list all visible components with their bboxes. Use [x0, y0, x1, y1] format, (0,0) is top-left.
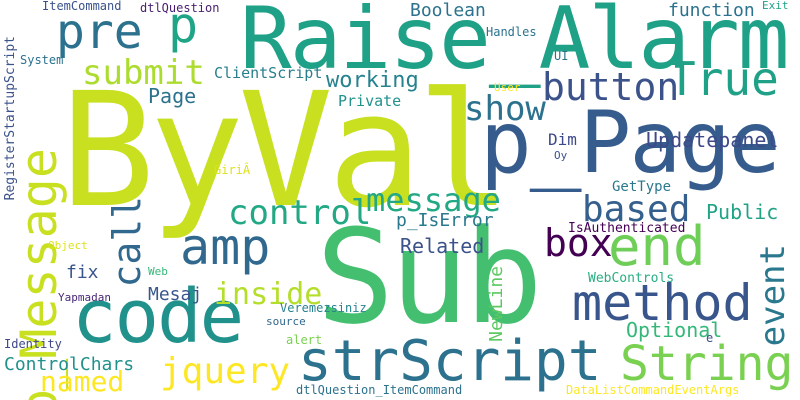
word-webcontrols: WebControls [588, 271, 675, 286]
word-ui: UI [554, 49, 569, 63]
word-raise-alarm: Raise_Alarm [240, 0, 790, 89]
word-dim: Dim [548, 130, 577, 149]
word-public: Public [706, 200, 779, 224]
word-function: function [668, 0, 755, 21]
word-user: User [494, 81, 521, 94]
word-show: show [464, 89, 546, 129]
word-jquery: jquery [160, 351, 291, 392]
word-dtlquestion-top: dtlQuestion [140, 1, 220, 15]
word-control: control [228, 193, 372, 233]
word-alert: alert [286, 333, 323, 347]
word-named: named [40, 365, 125, 398]
word-e: e [706, 331, 714, 345]
word-exit: Exit [762, 0, 789, 12]
word-working: working [326, 68, 419, 93]
word-code: code [72, 274, 244, 360]
word-p-page: p_Page [480, 93, 781, 193]
word-message: message [366, 181, 501, 219]
word-event: event [753, 244, 793, 347]
word-web: Web [148, 265, 168, 278]
word-amp: amp [180, 218, 271, 276]
word-true: True [668, 52, 779, 106]
word-registerstartupscript: RegisterStartupScript [3, 36, 18, 201]
word-optional: Optional [626, 318, 723, 342]
word-updatepanel: Updatepanel [646, 128, 779, 152]
word-page: Page [148, 84, 197, 108]
word-datalistcommandeventargs: DataListCommandEventArgs [566, 383, 740, 397]
word-p: p [168, 0, 199, 54]
word-p-iserror: p_IsError [396, 210, 494, 231]
word-mesaj: Mesaj [148, 284, 203, 305]
word-string: String [620, 336, 794, 392]
word-pre: pre [56, 4, 143, 60]
word-isauthenticated: IsAuthenticated [568, 221, 686, 236]
word-itemcommand: ItemCommand [42, 0, 122, 13]
word-oy: Oy [554, 149, 568, 162]
word-button: button [542, 65, 680, 109]
word-related: Related [400, 234, 485, 258]
word-source: source [266, 315, 306, 328]
word-method: method [572, 274, 753, 332]
word-controlchars: ControlChars [4, 354, 135, 375]
word-boolean: Boolean [410, 0, 486, 21]
word-newline: NewLine [486, 266, 507, 342]
word-yapmadan: Yapmadan [58, 291, 111, 304]
word-based: based [582, 189, 691, 230]
word-clientscript: ClientScript [214, 64, 323, 82]
word-dtlquestion-itemcommand: dtlQuestion_ItemCommand [296, 383, 463, 397]
word-handles: Handles [486, 25, 537, 39]
word-system: System [20, 53, 64, 67]
word-gettype: GetType [612, 179, 672, 195]
word-identity: Identity [4, 337, 62, 351]
word-object: Object [48, 239, 88, 252]
word-box: box [544, 221, 613, 265]
word-byval: ByVal [60, 59, 512, 243]
word-girii: GiriÂ [214, 163, 251, 177]
word-inside: inside [214, 277, 323, 312]
word-sub: Sub [316, 201, 543, 353]
word-end: end [608, 215, 706, 278]
word-submit: submit [82, 53, 205, 93]
word-private: Private [338, 92, 402, 110]
word-veremezsiniz: Veremezsiniz [280, 301, 367, 315]
word-fix: fix [66, 262, 99, 283]
word-call: call [105, 196, 149, 288]
word-strscript: strScript [298, 329, 602, 394]
